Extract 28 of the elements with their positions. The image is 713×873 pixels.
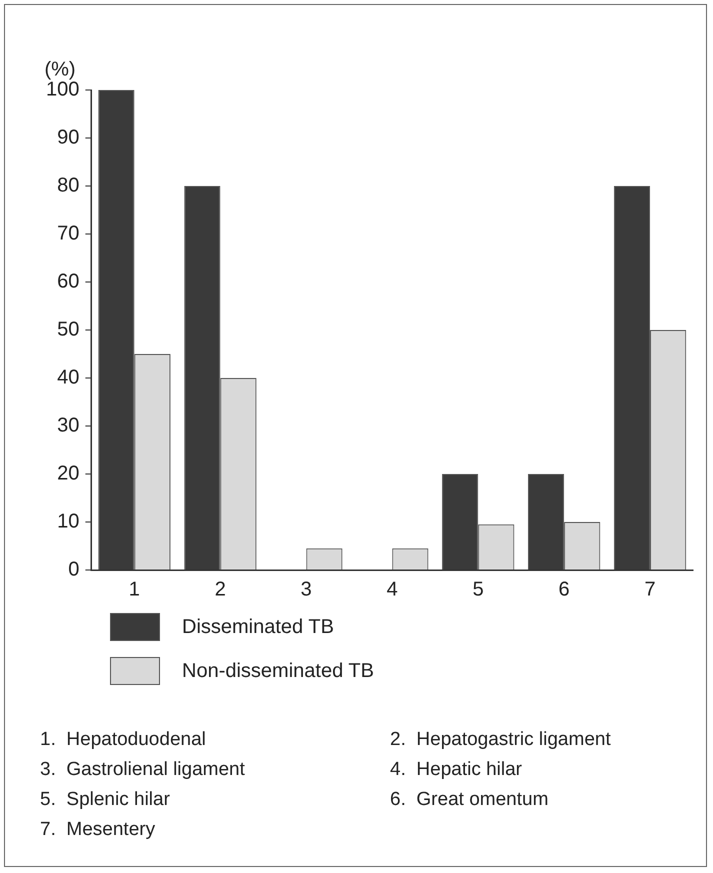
text: 7. Mesentery (40, 818, 156, 842)
x-tick-label: 6 (558, 578, 570, 601)
y-tick-label: 100 (46, 78, 80, 101)
y-tick-label: 40 (57, 366, 80, 389)
x-tick-label: 7 (644, 578, 656, 601)
y-axis-title: (%) (44, 58, 76, 81)
text: 6. Great omentum (390, 788, 550, 812)
legend-label: Disseminated TB (182, 616, 334, 638)
text: 4. Hepatic hilar (390, 758, 524, 782)
x-tick-label: 2 (214, 578, 226, 601)
x-tick-label: 1 (128, 578, 140, 601)
text: 1. Hepatoduodenal (40, 728, 207, 752)
y-tick-label: 60 (57, 270, 80, 293)
y-tick-label: 20 (57, 462, 80, 485)
text: 3. Gastrolienal ligament (40, 758, 246, 782)
x-tick-label: 3 (300, 578, 312, 601)
y-tick-label: 80 (57, 174, 80, 197)
text: 5. Splenic hilar (40, 788, 171, 812)
y-tick-label: 0 (68, 558, 80, 581)
legend-label: Non-disseminated TB (182, 660, 374, 682)
x-tick-label: 5 (472, 578, 484, 601)
y-tick-label: 90 (57, 126, 80, 149)
text: 2. Hepatogastric ligament (390, 728, 612, 752)
y-tick-label: 50 (57, 318, 80, 341)
y-tick-label: 70 (57, 222, 80, 245)
y-tick-label: 30 (57, 414, 80, 437)
x-tick-label: 4 (386, 578, 398, 601)
y-tick-label: 10 (57, 510, 80, 533)
